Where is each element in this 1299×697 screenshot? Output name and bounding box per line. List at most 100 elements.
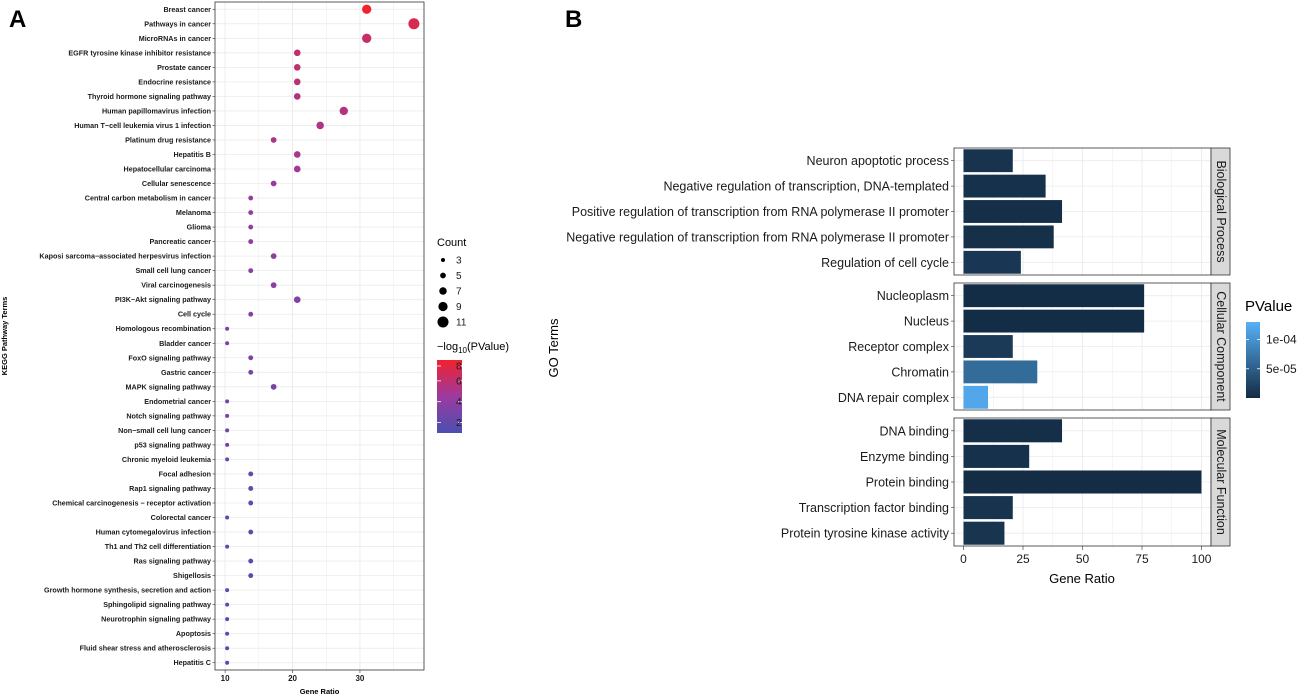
kegg-point bbox=[248, 471, 254, 477]
count-legend-dot bbox=[438, 301, 448, 312]
kegg-term-label: Th1 and Th2 cell differentiation bbox=[105, 542, 211, 551]
go-facet-strip-label: Cellular Component bbox=[1214, 291, 1228, 402]
go-x-ticks: 0 25 50 75 100 bbox=[960, 546, 1212, 566]
kegg-term-label: PI3K−Akt signaling pathway bbox=[115, 295, 211, 304]
kegg-term-label: Non−small cell lung cancer bbox=[118, 426, 211, 435]
kegg-point bbox=[225, 515, 230, 520]
kegg-point bbox=[248, 486, 254, 491]
kegg-term-label: Thyroid hormone signaling pathway bbox=[88, 92, 211, 101]
kegg-x-ticks: 10 20 30 bbox=[221, 670, 365, 683]
kegg-point bbox=[270, 383, 277, 390]
kegg-term-label: Central carbon metabolism in cancer bbox=[85, 194, 211, 203]
go-term-label: Enzyme binding bbox=[860, 450, 949, 464]
go-term-label: Receptor complex bbox=[848, 340, 949, 354]
go-term-label: Positive regulation of transcription fro… bbox=[572, 205, 949, 219]
kegg-term-label: Growth hormone synthesis, secretion and … bbox=[44, 586, 211, 595]
kegg-point bbox=[225, 341, 230, 346]
count-legend-label: 7 bbox=[456, 287, 462, 298]
kegg-gridlines bbox=[215, 2, 424, 670]
kegg-point bbox=[316, 121, 324, 130]
pvalue-legend: PValue 1e-04 5e-05 bbox=[1245, 298, 1297, 398]
go-term-label: Regulation of cell cycle bbox=[821, 256, 949, 270]
go-bar bbox=[963, 470, 1202, 494]
kegg-term-label: Prostate cancer bbox=[157, 63, 211, 72]
kegg-point bbox=[293, 151, 301, 158]
kegg-point bbox=[362, 33, 372, 43]
go-term-label: Neuron apoptotic process bbox=[807, 154, 949, 168]
kegg-point bbox=[225, 442, 230, 447]
kegg-term-label: Homologous recombination bbox=[116, 324, 211, 333]
kegg-panel: Breast cancer Pathways in cancer MicroRNAs… bbox=[0, 1, 425, 696]
count-legend-title: Count bbox=[437, 237, 466, 249]
kegg-term-label: Colorectal cancer bbox=[151, 513, 212, 522]
kegg-term-label: Endometrial cancer bbox=[144, 397, 211, 406]
kegg-point bbox=[270, 282, 277, 289]
kegg-y-axis-label: KEGG Pathway Terms bbox=[0, 297, 9, 376]
go-term-label: Nucleoplasm bbox=[877, 289, 949, 303]
kegg-term-label: MicroRNAs in cancer bbox=[139, 34, 211, 43]
count-legend-dot bbox=[441, 258, 445, 262]
kegg-point bbox=[225, 544, 230, 549]
go-term-label: DNA binding bbox=[880, 424, 950, 438]
kegg-point bbox=[225, 617, 230, 622]
kegg-point bbox=[248, 355, 254, 361]
go-bar bbox=[963, 360, 1038, 384]
kegg-point bbox=[248, 239, 254, 245]
go-x-tick-label: 75 bbox=[1135, 552, 1149, 566]
kegg-point bbox=[248, 558, 254, 564]
kegg-point bbox=[225, 457, 230, 462]
kegg-point bbox=[248, 573, 254, 579]
kegg-point bbox=[339, 106, 348, 116]
kegg-term-label: Hepatitis B bbox=[173, 150, 211, 159]
go-facet-strip bbox=[1210, 282, 1231, 411]
go-facet: DNA binding Enzyme binding Protein binding… bbox=[781, 417, 1231, 547]
kegg-term-label: Platinum drug resistance bbox=[125, 135, 211, 144]
kegg-term-label: Neurotrophin signaling pathway bbox=[101, 615, 211, 624]
go-x-axis-label: Gene Ratio bbox=[1049, 571, 1115, 586]
go-term-label: Negative regulation of transcription, DN… bbox=[663, 180, 949, 194]
kegg-point bbox=[293, 64, 301, 71]
logp-title-subscript: 10 bbox=[458, 346, 467, 355]
go-bar bbox=[963, 284, 1145, 308]
kegg-term-label: Viral carcinogenesis bbox=[141, 281, 211, 290]
kegg-term-label: Melanoma bbox=[176, 208, 212, 217]
kegg-term-label: Chronic myeloid leukemia bbox=[122, 455, 212, 464]
go-term-label: Protein binding bbox=[866, 476, 949, 490]
count-legend-label: 5 bbox=[456, 271, 462, 282]
kegg-term-label: Human T−cell leukemia virus 1 infection bbox=[74, 121, 211, 130]
kegg-point bbox=[293, 49, 301, 57]
go-bar bbox=[963, 521, 1005, 545]
kegg-term-label: Apoptosis bbox=[176, 629, 211, 638]
kegg-term-label: Human papillomavirus infection bbox=[102, 106, 211, 115]
kegg-point bbox=[225, 631, 230, 636]
kegg-term-labels: Breast cancer Pathways in cancer MicroRNAs… bbox=[39, 5, 215, 667]
kegg-point bbox=[293, 165, 301, 173]
kegg-point bbox=[248, 268, 254, 274]
logp-colorbar bbox=[437, 360, 462, 433]
kegg-point bbox=[225, 428, 230, 433]
kegg-x-tick-label: 10 bbox=[221, 674, 230, 683]
kegg-point bbox=[293, 296, 301, 304]
kegg-term-label: Ras signaling pathway bbox=[134, 557, 211, 566]
pvalue-legend-ticks: 1e-04 5e-05 bbox=[1246, 333, 1297, 376]
go-facet-strip-label: Molecular Function bbox=[1214, 429, 1228, 535]
go-bar bbox=[963, 250, 1021, 274]
logp-legend: −log10(PValue) 8 6 4 2 bbox=[437, 341, 509, 433]
logp-tick-label: 8 bbox=[456, 362, 462, 373]
go-bar bbox=[963, 444, 1030, 468]
count-legend-dot bbox=[437, 316, 449, 328]
kegg-point bbox=[248, 210, 254, 216]
go-term-label: Protein tyrosine kinase activity bbox=[781, 527, 950, 541]
kegg-term-label: Pancreatic cancer bbox=[149, 237, 211, 246]
kegg-points bbox=[225, 4, 420, 665]
go-y-axis-label: GO Terms bbox=[546, 318, 561, 377]
kegg-point bbox=[225, 399, 230, 404]
go-term-label: Nucleus bbox=[904, 315, 949, 329]
kegg-term-label: Bladder cancer bbox=[159, 339, 211, 348]
kegg-point bbox=[408, 18, 420, 30]
kegg-point bbox=[248, 311, 254, 317]
kegg-term-label: Chemical carcinogenesis − receptor activ… bbox=[52, 499, 211, 508]
kegg-term-label: Endocrine resistance bbox=[138, 77, 211, 86]
kegg-term-label: Shigellosis bbox=[173, 571, 211, 580]
kegg-point bbox=[248, 195, 254, 201]
